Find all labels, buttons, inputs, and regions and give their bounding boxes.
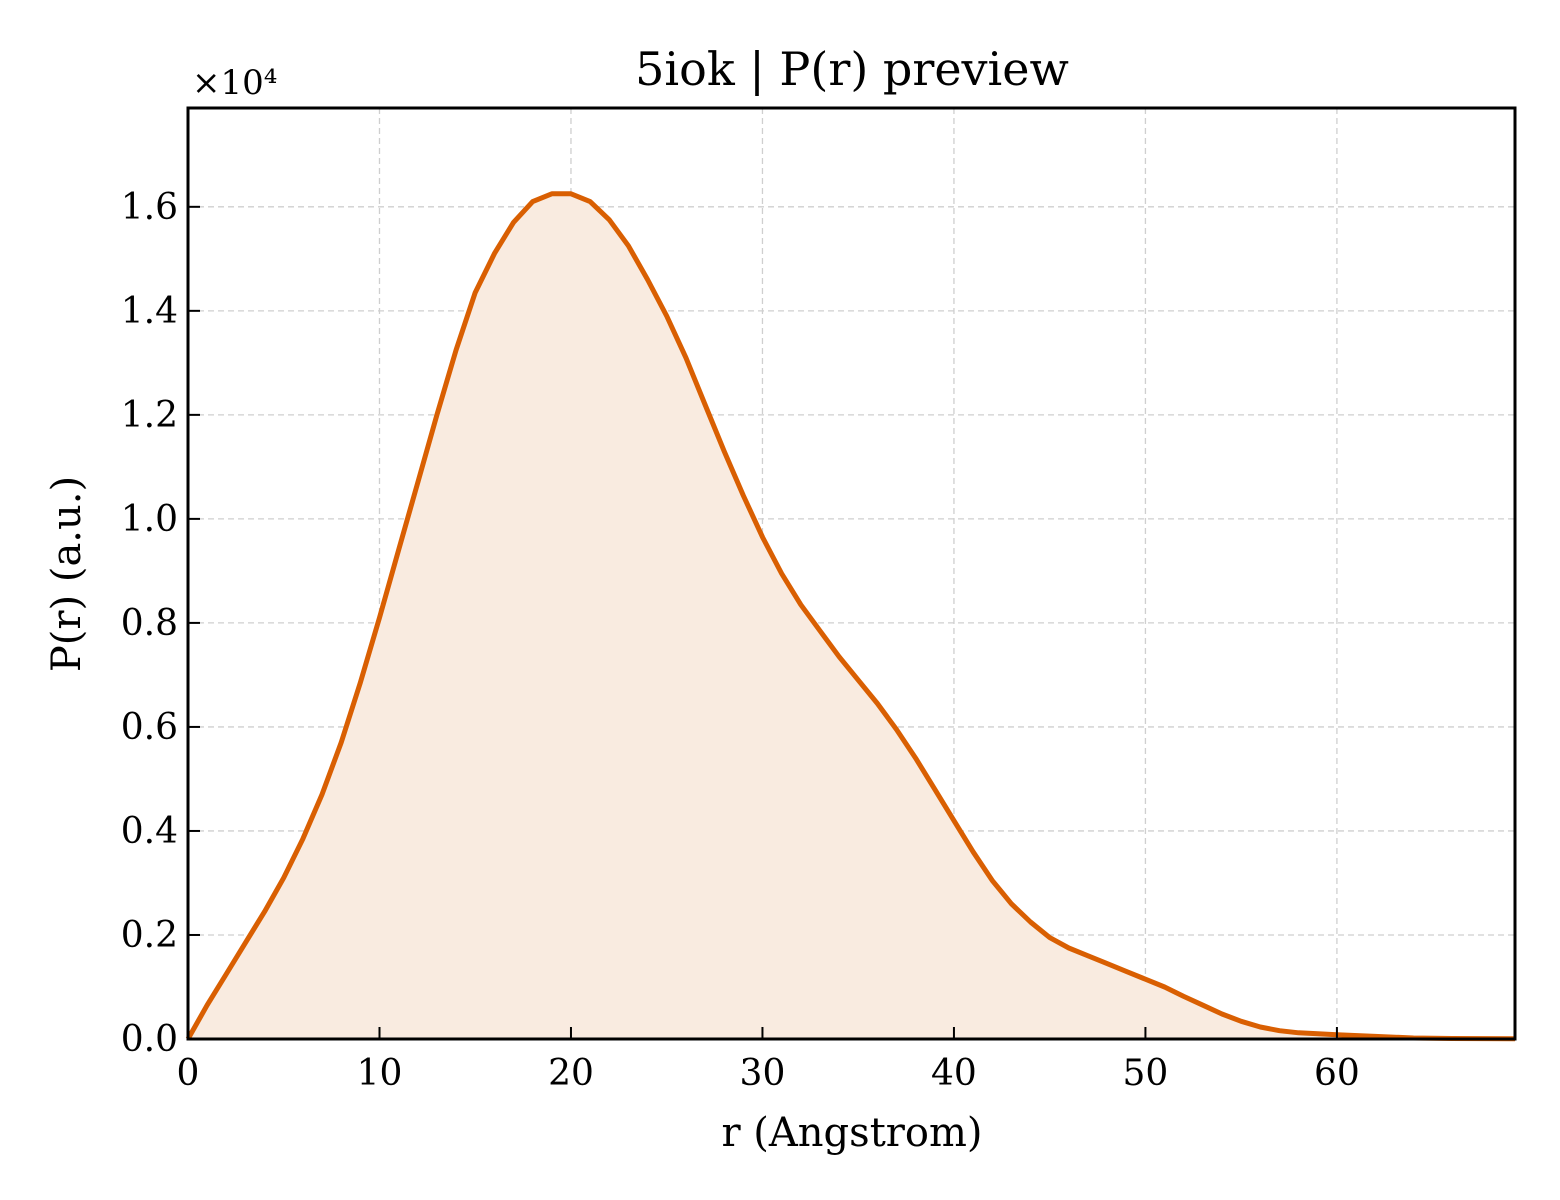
pr-area-fill	[188, 193, 1515, 1040]
y-tick-label-8: 1.6	[121, 187, 178, 228]
y-axis-offset-label: ×10⁴	[192, 63, 277, 103]
y-tick-label-1: 0.2	[121, 915, 178, 956]
y-tick-label-4: 0.8	[121, 603, 178, 644]
y-tick-label-6: 1.2	[121, 395, 178, 436]
chart-title: 5iok | P(r) preview	[635, 42, 1069, 96]
x-tick-label-0: 0	[177, 1053, 200, 1094]
x-axis-label: r (Angstrom)	[721, 1110, 982, 1156]
pr-series-line	[185, 191, 1516, 1042]
x-tick-label-6: 60	[1314, 1053, 1360, 1094]
tick-labels: 0 10 20 30 40 50 60 0.0 0.2 0.4 0.6 0.8 1.0 1.2 1.4 1.6	[121, 187, 1360, 1094]
y-tick-label-5: 1.0	[121, 499, 178, 540]
y-tick-label-3: 0.6	[121, 707, 178, 748]
plot-frame	[186, 106, 1517, 1041]
x-tick-label-1: 10	[357, 1053, 403, 1094]
y-axis-label: P(r) (a.u.)	[44, 476, 90, 672]
x-tick-label-5: 50	[1123, 1053, 1169, 1094]
y-tick-label-0: 0.0	[121, 1019, 178, 1060]
x-tick-label-4: 40	[931, 1053, 977, 1094]
x-tick-label-2: 20	[548, 1053, 594, 1094]
y-tick-label-2: 0.4	[121, 811, 178, 852]
x-tick-label-3: 30	[740, 1053, 786, 1094]
y-tick-label-7: 1.4	[121, 291, 178, 332]
